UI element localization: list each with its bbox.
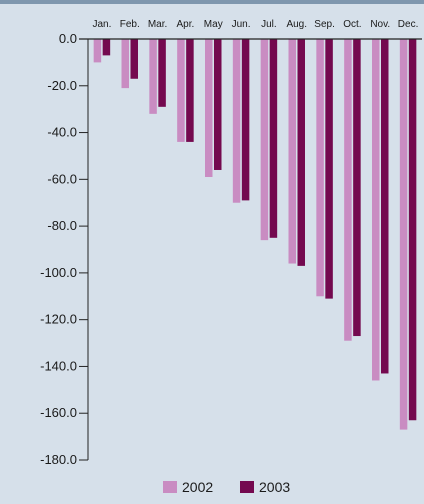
- y-tick-label: -180.0: [40, 452, 77, 467]
- bar-2003: [186, 39, 194, 142]
- x-category-label: Jun.: [232, 19, 251, 30]
- bar-2002: [149, 39, 157, 114]
- y-tick-label: -40.0: [47, 125, 77, 140]
- bar-2003: [409, 39, 417, 420]
- legend-swatch-2002: [163, 481, 177, 493]
- x-category-label: Apr.: [177, 19, 195, 30]
- legend-label: 2003: [259, 479, 290, 495]
- x-category-label: Jan.: [92, 19, 111, 30]
- bar-2003: [242, 39, 250, 200]
- bar-2002: [261, 39, 269, 240]
- legend-label: 2002: [182, 479, 213, 495]
- legend-swatch-2003: [240, 481, 254, 493]
- y-tick-label: -20.0: [47, 78, 77, 93]
- y-tick-label: -140.0: [40, 358, 77, 373]
- x-category-label: May: [204, 19, 223, 30]
- bar-2003: [298, 39, 306, 266]
- x-category-label: Mar.: [148, 19, 167, 30]
- bar-2003: [270, 39, 278, 238]
- bar-2002: [400, 39, 408, 430]
- bar-2002: [289, 39, 297, 264]
- bar-2002: [205, 39, 213, 177]
- x-category-label: Feb.: [120, 19, 140, 30]
- bar-2003: [214, 39, 222, 170]
- y-tick-label: -100.0: [40, 265, 77, 280]
- bar-2003: [131, 39, 139, 79]
- x-category-label: Dec.: [398, 19, 419, 30]
- bar-2002: [233, 39, 241, 203]
- x-category-label: Aug.: [286, 19, 307, 30]
- x-category-label: Sep.: [314, 19, 335, 30]
- bar-2003: [103, 39, 111, 55]
- bar-2002: [122, 39, 130, 88]
- bar-2002: [344, 39, 352, 341]
- x-category-label: Jul.: [261, 19, 277, 30]
- bar-2002: [177, 39, 185, 142]
- bar-2002: [372, 39, 380, 380]
- bar-2003: [381, 39, 389, 373]
- bar-2003: [158, 39, 166, 107]
- bar-2002: [94, 39, 102, 62]
- y-tick-label: -80.0: [47, 218, 77, 233]
- y-tick-label: -60.0: [47, 171, 77, 186]
- x-category-label: Oct.: [343, 19, 361, 30]
- y-tick-label: 0.0: [59, 31, 77, 46]
- bar-2002: [316, 39, 324, 296]
- y-tick-label: -160.0: [40, 405, 77, 420]
- bar-2003: [325, 39, 333, 299]
- bar-2003: [353, 39, 361, 336]
- y-tick-label: -120.0: [40, 312, 77, 327]
- x-category-label: Nov.: [370, 19, 390, 30]
